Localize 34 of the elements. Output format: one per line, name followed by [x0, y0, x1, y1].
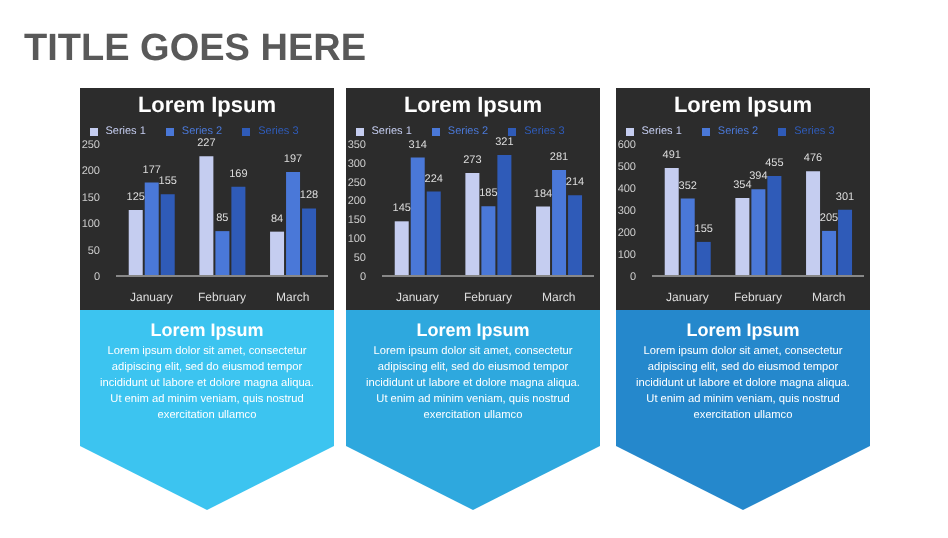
bar	[410, 157, 425, 276]
bar	[767, 175, 782, 276]
bar	[751, 189, 766, 276]
bar	[394, 221, 409, 276]
bar	[160, 194, 175, 276]
bar	[822, 230, 837, 276]
bar	[302, 208, 317, 276]
bar	[664, 167, 679, 276]
chart-title: Lorem Ipsum	[135, 94, 279, 120]
bar	[838, 209, 853, 276]
bar	[552, 170, 567, 276]
bar	[426, 191, 441, 276]
bar	[286, 171, 301, 276]
bar	[481, 206, 496, 276]
bar	[231, 186, 246, 276]
bar	[568, 195, 583, 276]
bar	[465, 173, 480, 276]
bar	[536, 206, 551, 276]
bar	[680, 198, 695, 276]
bar	[696, 241, 711, 276]
bar	[128, 210, 143, 276]
text: TITLE GOES HERE	[24, 28, 367, 72]
bar	[497, 154, 512, 276]
bar	[806, 171, 821, 276]
text: Lorem Ipsum	[414, 320, 532, 340]
bar	[215, 231, 230, 276]
bar	[199, 156, 214, 276]
text: Lorem Ipsum	[148, 320, 266, 340]
bar	[144, 182, 159, 276]
chart-title: Lorem Ipsum	[401, 94, 545, 120]
text: Lorem Ipsum	[684, 320, 802, 340]
bar	[735, 198, 750, 276]
chart-title: Lorem Ipsum	[671, 94, 815, 120]
bar	[270, 231, 285, 276]
